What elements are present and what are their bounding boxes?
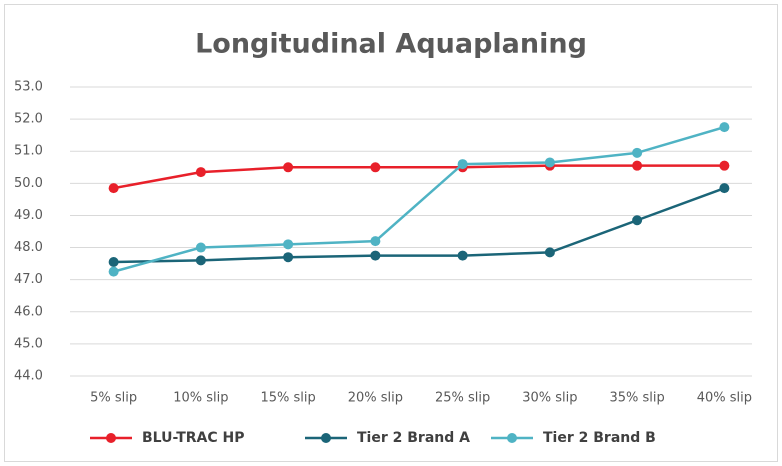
data-point <box>544 247 555 258</box>
data-point <box>283 162 294 173</box>
data-point <box>632 160 643 171</box>
y-tick-label: 47.0 <box>14 272 43 287</box>
data-point <box>108 257 119 268</box>
x-tick-label: 25% slip <box>435 391 490 406</box>
series-line <box>113 125 725 273</box>
data-point <box>108 183 119 194</box>
y-tick-label: 46.0 <box>14 304 43 319</box>
data-point <box>457 159 468 170</box>
x-tick-label: 15% slip <box>260 391 315 406</box>
chart-title: Longitudinal Aquaplaning <box>195 29 587 60</box>
data-point <box>544 157 555 168</box>
legend-marker <box>507 433 517 443</box>
data-point <box>370 250 381 261</box>
data-point <box>632 147 643 158</box>
data-point <box>719 122 730 133</box>
x-tick-label: 30% slip <box>522 391 577 406</box>
data-point <box>719 160 730 171</box>
y-tick-label: 45.0 <box>14 336 43 351</box>
data-point <box>108 266 119 277</box>
y-tick-label: 49.0 <box>14 208 43 223</box>
data-point <box>195 242 206 253</box>
y-tick-label: 44.0 <box>14 369 43 384</box>
chart-border <box>4 4 778 462</box>
y-tick-label: 53.0 <box>14 80 43 95</box>
x-tick-label: 40% slip <box>697 391 752 406</box>
series-line <box>113 164 725 190</box>
x-tick-label: 10% slip <box>173 391 228 406</box>
legend-label: Tier 2 Brand B <box>543 430 656 446</box>
x-tick-label: 20% slip <box>348 391 403 406</box>
x-tick-label: 35% slip <box>609 391 664 406</box>
data-point <box>283 239 294 250</box>
series-line <box>113 186 725 264</box>
data-point <box>457 250 468 261</box>
x-tick-label: 5% slip <box>90 391 137 406</box>
legend-label: BLU-TRAC HP <box>142 430 245 446</box>
y-tick-label: 51.0 <box>14 144 43 159</box>
data-point <box>195 255 206 266</box>
y-tick-label: 52.0 <box>14 112 43 127</box>
data-point <box>632 215 643 226</box>
y-tick-label: 48.0 <box>14 240 43 255</box>
legend-marker <box>321 433 331 443</box>
legend-label: Tier 2 Brand A <box>357 430 470 446</box>
y-tick-label: 50.0 <box>14 176 43 191</box>
legend-marker <box>106 433 116 443</box>
data-point <box>370 236 381 247</box>
data-point <box>283 252 294 263</box>
data-point <box>719 183 730 194</box>
data-point <box>195 167 206 178</box>
data-point <box>370 162 381 173</box>
